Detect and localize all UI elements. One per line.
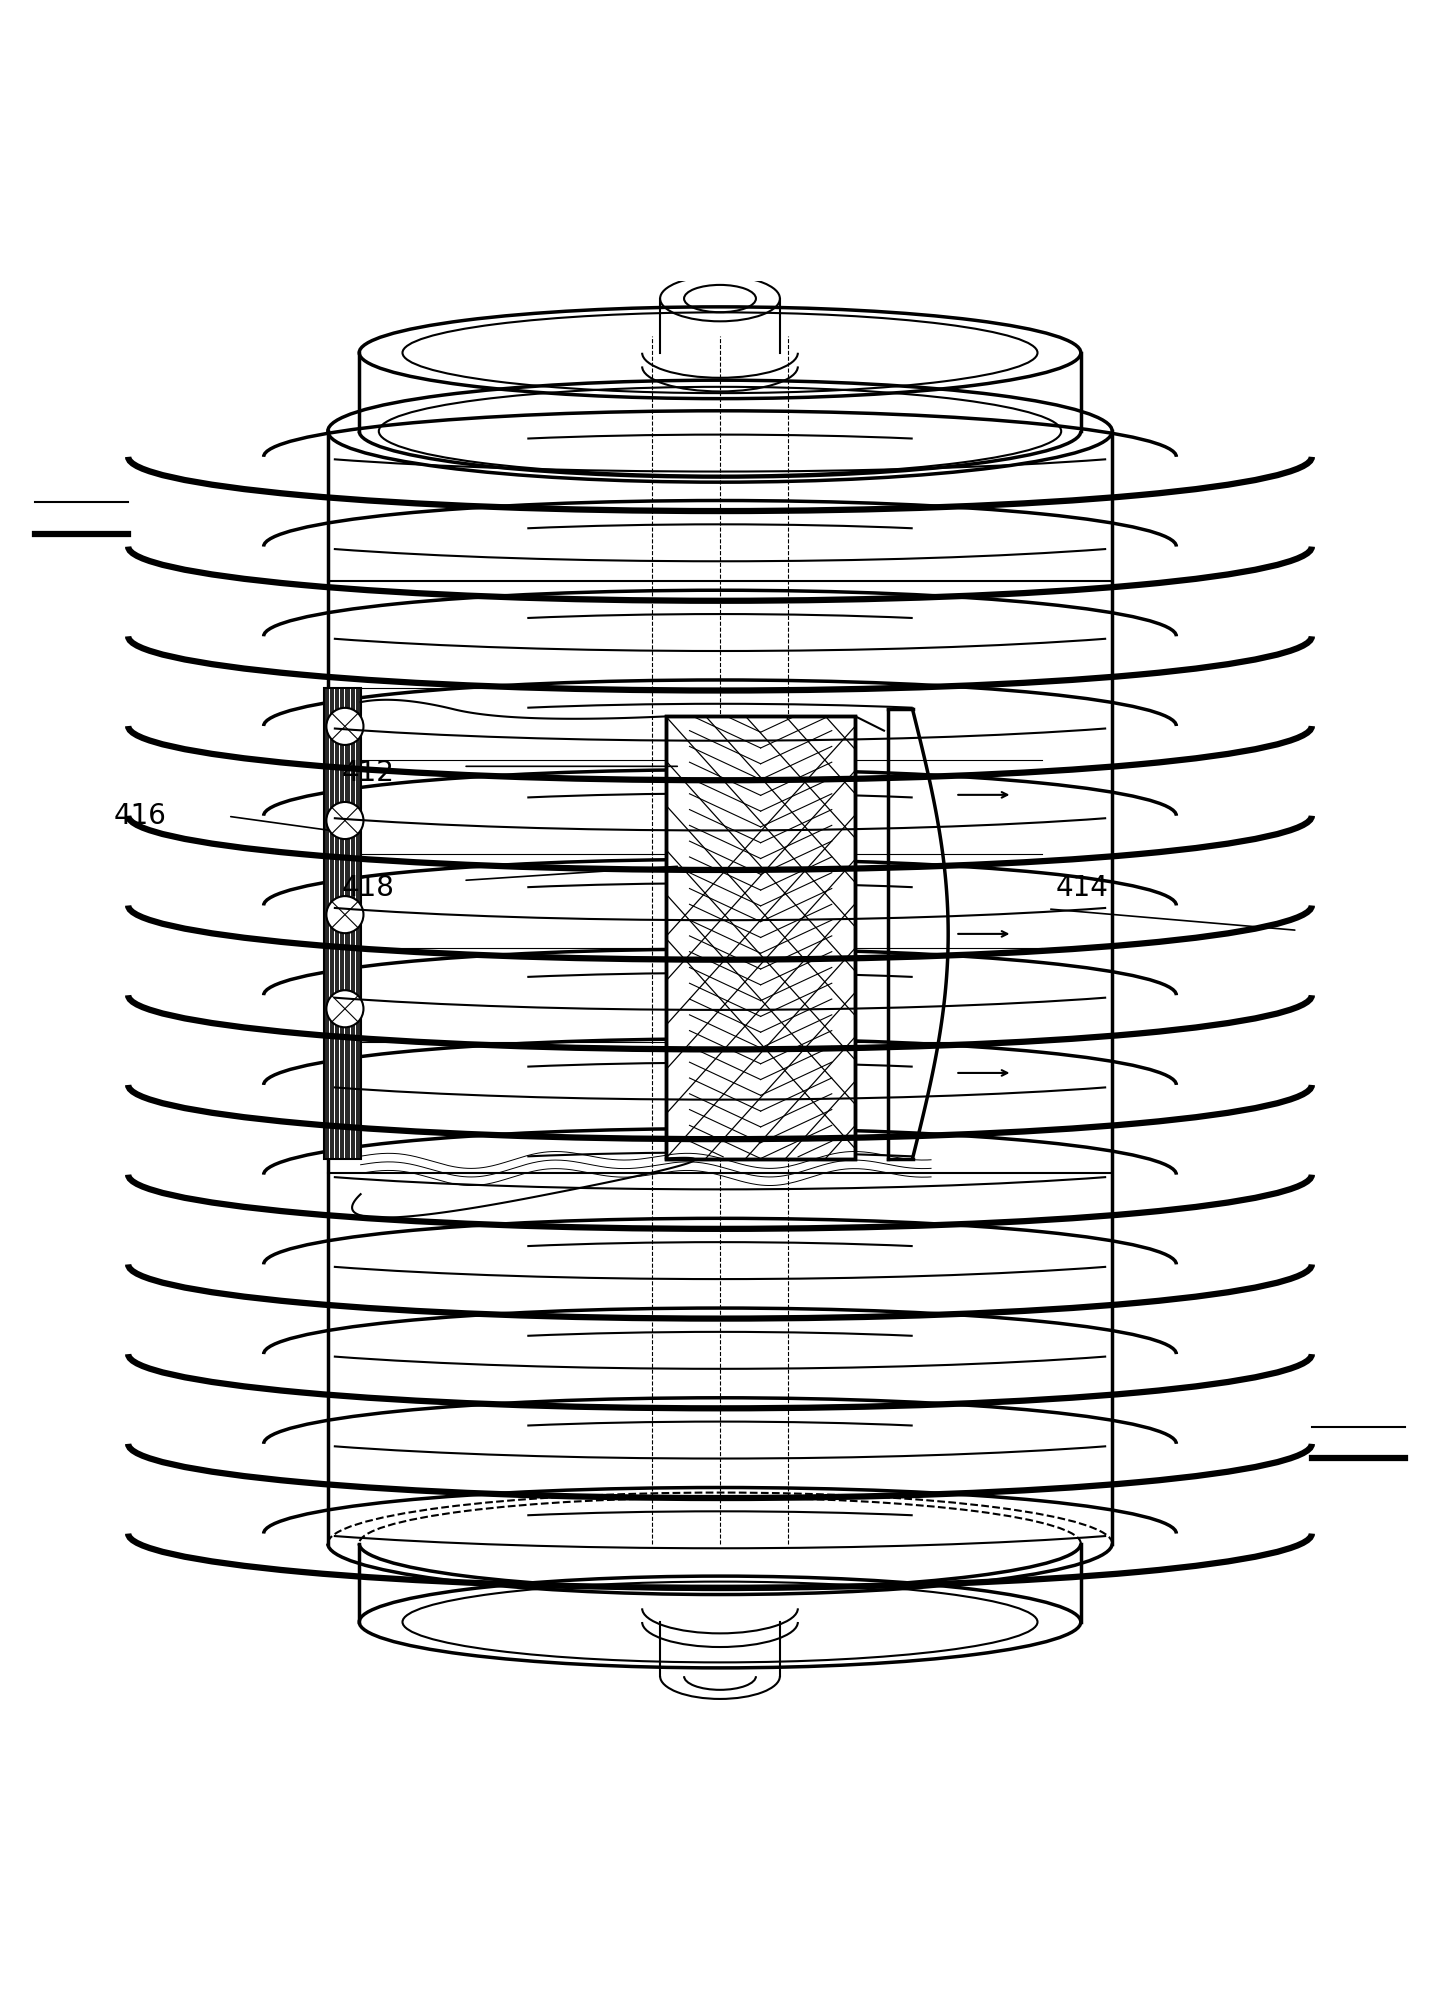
Text: 414: 414 [1056,873,1107,901]
Bar [324,688,360,1158]
Text: 416: 416 [114,802,167,829]
Circle shape [327,708,363,746]
Circle shape [327,897,363,933]
Circle shape [327,802,363,839]
Text: 418: 418 [343,873,395,901]
Bar [665,716,855,1158]
Text: 412: 412 [343,760,395,788]
Bar [665,716,855,1158]
Circle shape [327,991,363,1026]
